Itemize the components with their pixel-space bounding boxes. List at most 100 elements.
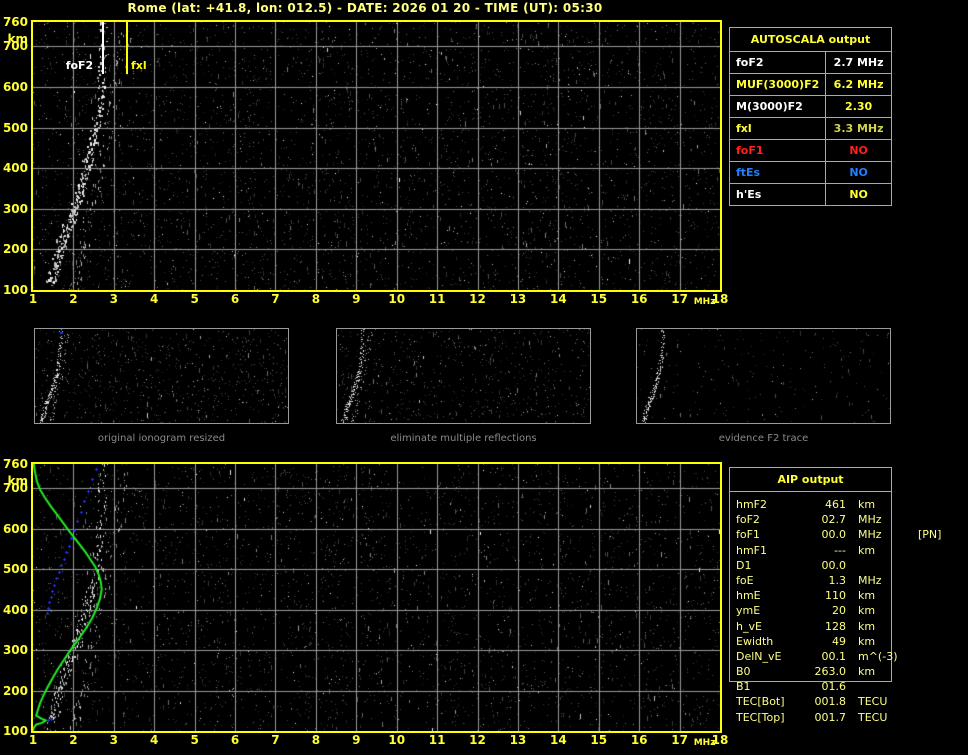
aip-row: D1 00.0 <box>736 559 891 574</box>
ionogram-canvas <box>337 329 590 423</box>
aip-param-unit: MHz <box>858 528 882 542</box>
aip-row: hmF1 --- km <box>736 544 891 559</box>
aip-param-value: 02.7 <box>821 513 847 527</box>
strip-caption-1: eliminate multiple reflections <box>390 433 537 444</box>
aip-row: B0 263.0 km <box>736 665 891 680</box>
aip-row: ymE 20 km <box>736 604 891 619</box>
aip-param-name: DelN_vE <box>736 649 782 663</box>
aip-param-unit: MHz <box>858 573 882 587</box>
aip-param-name: TEC[Bot] <box>736 695 785 709</box>
aip-row: foF2 02.7 MHz <box>736 513 891 528</box>
aip-values-list: hmF2 461 km foF2 02.7 MHz foF1 00.0 MHz [PN] hmF1 -… <box>730 492 941 726</box>
autoscala-param-name: h'Es <box>730 183 827 205</box>
x-tick-label: 12 <box>469 292 486 306</box>
x-tick-label: 15 <box>590 733 608 747</box>
ionogram-canvas <box>33 22 720 290</box>
autoscala-row: foF1 NO <box>730 139 891 162</box>
autoscala-param-value: NO <box>825 139 891 162</box>
ionogram-plot-top[interactable]: foF2 fxl <box>31 20 722 292</box>
autoscala-param-value: NO <box>849 188 868 201</box>
aip-param-value: 001.7 <box>814 710 847 724</box>
x-tick-label: 13 <box>509 733 527 747</box>
y-tick-label: 200 <box>2 683 28 698</box>
aip-param-unit: MHz <box>858 513 882 527</box>
strip-eliminate-multiple-reflections[interactable] <box>336 328 591 424</box>
x-tick-label: 14 <box>549 733 567 747</box>
autoscala-param-name: M(3000)F2 <box>730 95 827 118</box>
aip-param-name: hmE <box>736 589 761 603</box>
fof2-marker-line <box>101 22 104 74</box>
fxl-marker-line <box>125 22 128 74</box>
strip-original-ionogram[interactable] <box>34 328 289 424</box>
aip-row: foF1 00.0 MHz [PN] <box>736 528 941 543</box>
y-tick-label: 600 <box>2 521 28 536</box>
aip-param-extra: [PN] <box>918 528 942 542</box>
x-tick-label: 11 <box>428 292 446 306</box>
autoscala-output-panel: AUTOSCALA output foF2 2.7 MHz MUF(3000)F2 6… <box>729 27 892 206</box>
aip-param-unit: km <box>858 589 876 603</box>
y-axis-unit-label: km <box>7 474 28 488</box>
aip-param-name: foF1 <box>736 528 760 542</box>
autoscala-param-value: 2.30 <box>825 95 891 118</box>
y-tick-label: 100 <box>2 283 28 297</box>
autoscala-row: h'Es NO <box>730 183 891 205</box>
x-tick-label: 1 <box>28 292 38 306</box>
ionogram-plot-bottom[interactable] <box>31 462 722 733</box>
y-tick-label: 760 <box>2 15 28 29</box>
ionogram-canvas <box>33 464 720 731</box>
aip-row: B1 01.6 <box>736 680 891 695</box>
aip-row: Ewidth 49 km <box>736 635 891 650</box>
aip-param-value: 01.6 <box>821 680 847 694</box>
y-tick-label: 100 <box>2 724 28 738</box>
autoscala-param-name: ftEs <box>730 161 827 184</box>
aip-param-unit: km <box>858 543 876 557</box>
aip-param-name: h_vE <box>736 619 762 633</box>
aip-param-name: TEC[Top] <box>736 710 785 724</box>
autoscala-param-name: MUF(3000)F2 <box>730 73 827 96</box>
x-tick-label: 14 <box>549 292 567 306</box>
x-tick-label: 15 <box>590 292 608 306</box>
aip-row: h_vE 128 km <box>736 620 891 635</box>
aip-param-unit: TECU <box>858 710 888 724</box>
x-axis-unit-label: MHz <box>693 738 716 748</box>
autoscala-param-name: foF1 <box>730 139 827 162</box>
aip-param-unit: km <box>858 604 876 618</box>
y-tick-label: 300 <box>2 201 28 216</box>
ionogram-bottom-plotarea <box>33 464 720 731</box>
y-tick-label: 600 <box>2 79 28 94</box>
x-tick-label: 4 <box>150 292 159 306</box>
aip-row: foE 1.3 MHz <box>736 574 891 589</box>
x-tick-label: 7 <box>271 292 280 306</box>
autoscala-row: foF2 2.7 MHz <box>730 52 891 74</box>
x-tick-label: 2 <box>69 733 78 747</box>
aip-param-name: B0 <box>736 665 751 679</box>
aip-param-value: 1.3 <box>828 573 847 587</box>
x-tick-label: 6 <box>230 733 240 747</box>
aip-param-unit: km <box>858 665 876 679</box>
autoscala-row: M(3000)F2 2.30 <box>730 95 891 118</box>
x-tick-label: 16 <box>630 733 648 747</box>
x-tick-label: 5 <box>190 733 199 747</box>
aip-param-value: 20 <box>832 604 846 618</box>
aip-param-name: hmF2 <box>736 498 768 511</box>
aip-param-unit: TECU <box>858 695 888 709</box>
y-tick-label: 700 <box>2 481 28 496</box>
autoscala-param-value: NO <box>825 161 891 184</box>
aip-param-unit: m^(-3) <box>858 649 898 663</box>
y-tick-label: 500 <box>2 562 28 577</box>
strip-evidence-f2-trace[interactable] <box>636 328 891 424</box>
autoscala-param-value: 6.2 MHz <box>825 73 891 96</box>
x-tick-label: 17 <box>671 733 688 747</box>
x-tick-label: 16 <box>630 292 648 306</box>
aip-param-value: 461 <box>825 498 846 511</box>
x-tick-label: 8 <box>311 733 321 747</box>
aip-param-name: foE <box>736 573 754 587</box>
autoscala-param-name: foF2 <box>730 52 827 74</box>
x-tick-label: 6 <box>230 292 240 306</box>
aip-title: AIP output <box>730 468 891 492</box>
aip-param-value: 001.8 <box>814 695 847 709</box>
x-tick-label: 7 <box>271 733 280 747</box>
strip-caption-0: original ionogram resized <box>97 433 226 444</box>
aip-param-name: foF2 <box>736 513 760 527</box>
aip-param-value: 00.0 <box>821 528 847 542</box>
